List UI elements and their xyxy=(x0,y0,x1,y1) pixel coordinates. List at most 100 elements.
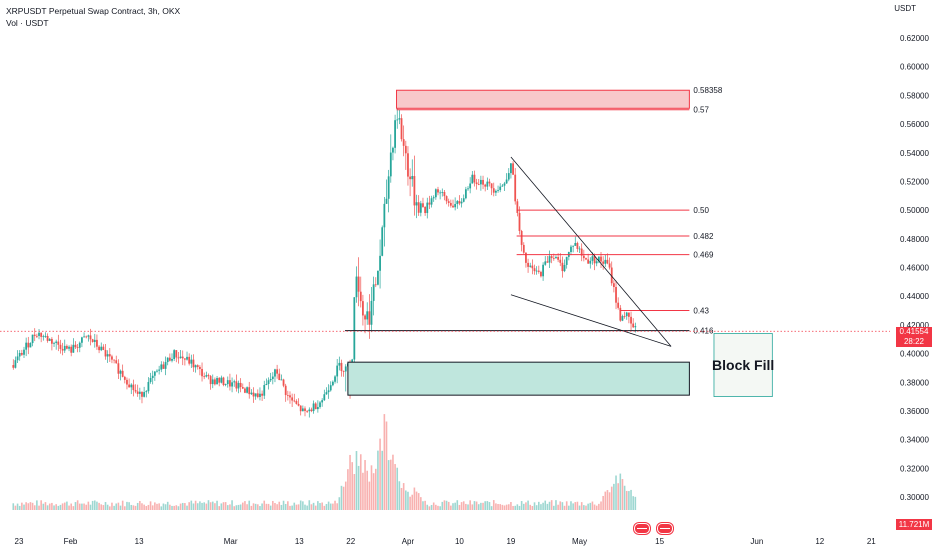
candle-body xyxy=(585,258,587,260)
volume-bar xyxy=(66,501,68,510)
candle-body xyxy=(477,183,480,185)
candle-body xyxy=(211,379,214,385)
candle-body xyxy=(98,346,100,351)
candle-body xyxy=(93,339,96,342)
candle-body xyxy=(143,392,146,397)
volume-bar xyxy=(353,474,356,510)
candle-body xyxy=(104,349,107,357)
volume-bar xyxy=(171,505,173,510)
candle-body xyxy=(570,246,572,253)
candle-body xyxy=(340,362,343,371)
volume-bar xyxy=(437,505,439,510)
candle-body xyxy=(31,334,34,344)
candle-body xyxy=(181,356,184,359)
candle-body xyxy=(507,173,510,180)
candle-body xyxy=(250,392,253,395)
candle-body xyxy=(630,316,632,324)
volume-bar xyxy=(166,501,169,510)
volume-bar xyxy=(525,502,527,510)
candle-body xyxy=(591,256,594,261)
candle-body xyxy=(449,202,452,206)
candle-body xyxy=(91,339,94,342)
volume-bar xyxy=(70,503,72,510)
volume-tag: 11.721M xyxy=(896,519,932,530)
candle-body xyxy=(625,312,628,317)
candle-body xyxy=(173,350,176,359)
volume-bar xyxy=(332,503,334,510)
volume-bar xyxy=(570,501,572,510)
candle-body xyxy=(164,362,167,369)
volume-bar xyxy=(205,503,208,510)
volume-bar xyxy=(207,500,210,510)
candle-body xyxy=(600,256,602,262)
volume-bar xyxy=(72,506,75,510)
volume-bar xyxy=(194,500,197,510)
volume-bar xyxy=(538,501,540,510)
candle-body xyxy=(35,335,38,337)
volume-bar xyxy=(323,505,326,510)
candle-body xyxy=(123,376,126,380)
y-tick-label: 0.32000 xyxy=(900,464,929,473)
volume-bar xyxy=(400,487,403,510)
x-tick-label: 12 xyxy=(815,537,824,546)
candle-body xyxy=(130,384,133,388)
volume-bar xyxy=(422,501,424,510)
candle-body xyxy=(297,403,300,406)
candle-body xyxy=(456,201,459,205)
volume-bar xyxy=(98,502,100,510)
volume-bar xyxy=(550,500,553,510)
volume-bar xyxy=(394,464,396,510)
event-flag-icon[interactable] xyxy=(634,523,650,534)
volume-bar xyxy=(465,503,467,510)
volume-bar xyxy=(428,506,431,510)
volume-bar xyxy=(576,501,579,510)
block-fill-label: Block Fill xyxy=(712,357,774,373)
candle-body xyxy=(379,255,381,271)
candle-body xyxy=(419,203,422,213)
candle-body xyxy=(286,395,289,396)
event-flag-icon[interactable] xyxy=(657,523,673,534)
candle-body xyxy=(439,192,442,194)
volume-bar xyxy=(351,462,353,510)
candle-body xyxy=(78,342,81,348)
candle-body xyxy=(520,230,523,245)
volume-bar xyxy=(557,504,559,510)
volume-bar xyxy=(274,502,276,510)
volume-bar xyxy=(473,501,476,510)
volume-bar xyxy=(490,506,493,510)
candle-body xyxy=(280,379,283,381)
volume-bar xyxy=(411,494,414,510)
volume-bar xyxy=(368,481,371,510)
volume-bar xyxy=(432,502,435,510)
candle-body xyxy=(589,260,592,264)
candle-body xyxy=(627,312,630,317)
volume-bar xyxy=(445,500,448,510)
volume-bar xyxy=(497,503,499,510)
candle-body xyxy=(597,256,600,262)
volume-bar xyxy=(512,505,514,510)
volume-bar xyxy=(33,505,36,510)
volume-bar xyxy=(580,502,583,510)
volume-bar xyxy=(420,497,422,510)
volume-bar xyxy=(628,491,630,510)
candle-body xyxy=(353,297,356,360)
candle-body xyxy=(398,118,401,120)
candle-body xyxy=(162,364,165,369)
candle-body xyxy=(441,192,444,193)
candle-body xyxy=(151,375,154,379)
candle-body xyxy=(190,359,193,364)
candle-body xyxy=(574,242,577,246)
volume-bar xyxy=(53,505,55,510)
volume-bar xyxy=(600,501,602,510)
candle-body xyxy=(117,363,120,374)
volume-bar xyxy=(456,500,459,510)
volume-bar xyxy=(366,470,369,510)
candle-body xyxy=(342,370,345,372)
volume-bar xyxy=(12,503,15,510)
candle-body xyxy=(128,384,131,388)
volume-bar xyxy=(379,438,381,510)
volume-bar xyxy=(317,501,319,510)
volume-bar xyxy=(51,502,53,510)
candle-body xyxy=(497,190,499,191)
